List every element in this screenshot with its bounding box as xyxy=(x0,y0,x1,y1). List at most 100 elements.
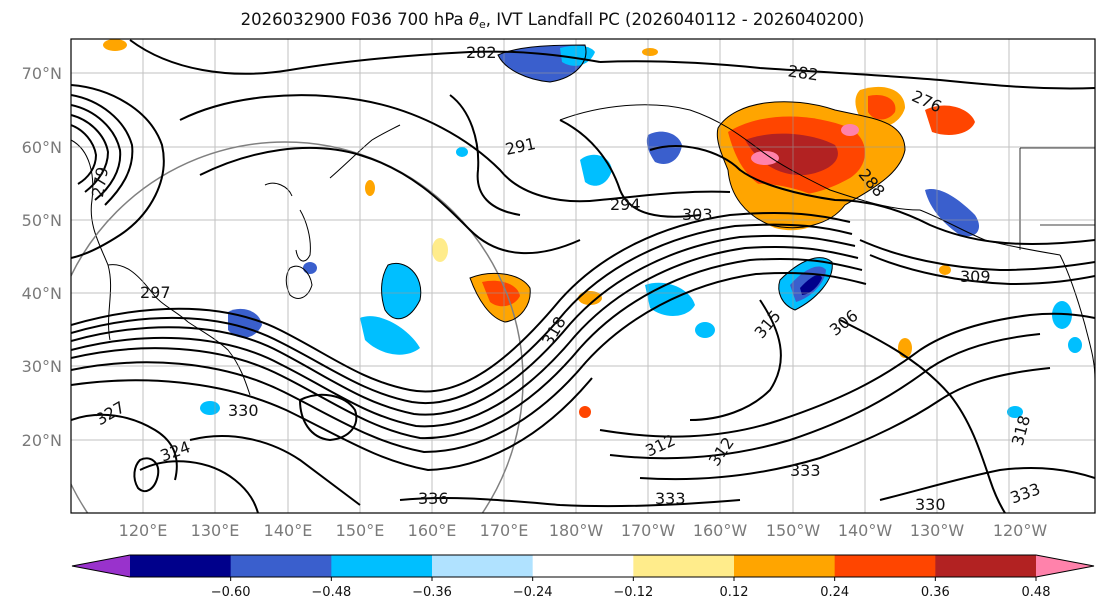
contour-line xyxy=(71,104,122,201)
positive-anomaly-region xyxy=(365,180,375,196)
colorbar-tick-label: −0.36 xyxy=(412,585,452,600)
negative-anomaly-region xyxy=(646,131,682,165)
lon-label: 160°E xyxy=(408,521,457,540)
contour-line xyxy=(71,94,134,206)
contour-line xyxy=(129,39,601,75)
contour-line xyxy=(839,319,1006,513)
negative-anomaly-region xyxy=(381,263,421,319)
positive-anomaly-region xyxy=(868,94,896,120)
contour-line xyxy=(399,496,741,508)
coastline-japan xyxy=(295,209,311,262)
coastline-alaska xyxy=(559,104,761,151)
contour-line xyxy=(71,245,859,428)
colorbar-segment xyxy=(532,555,634,577)
contour-line xyxy=(133,457,160,493)
contour-line xyxy=(71,271,867,454)
contour-line xyxy=(189,435,361,506)
colorbar-tick-label: 0.24 xyxy=(820,585,849,600)
contour-line xyxy=(71,84,165,259)
colorbar-segment xyxy=(230,555,332,577)
longitude-labels: 120°E 130°E 140°E 150°E 160°E 170°E 180°… xyxy=(119,521,1048,540)
positive-anomaly-region xyxy=(642,48,658,56)
theta-subscript: e xyxy=(479,18,486,31)
coastline-kamchatka xyxy=(329,124,401,179)
colorbar-segment xyxy=(432,555,534,577)
lon-label: 170°E xyxy=(480,521,529,540)
negative-anomaly-region xyxy=(303,262,317,274)
theta-symbol: θ xyxy=(468,10,479,29)
colorbar-segment xyxy=(834,555,936,577)
contour-label: 336 xyxy=(418,489,449,508)
political-border xyxy=(1019,147,1095,250)
contour-line xyxy=(71,377,593,472)
negative-anomaly-region xyxy=(1007,406,1023,418)
contour-line xyxy=(609,333,1041,460)
contour-line xyxy=(71,234,856,416)
colorbar-segment xyxy=(633,555,735,577)
lon-label: 120°E xyxy=(119,521,168,540)
lon-label: 140°W xyxy=(838,521,893,540)
contour-line xyxy=(298,393,358,442)
theta-e-contours xyxy=(71,39,1095,513)
contour-line xyxy=(179,94,731,203)
colorbar-segment xyxy=(331,555,433,577)
lon-label: 130°E xyxy=(191,521,240,540)
contour-line xyxy=(449,94,521,216)
colorbar-segment xyxy=(734,555,836,577)
contour-line xyxy=(879,467,1095,501)
contour-label: 303 xyxy=(682,205,713,224)
contour-line xyxy=(869,254,1095,286)
graticule xyxy=(71,39,1095,513)
lat-label: 40°N xyxy=(22,284,62,303)
contour-line xyxy=(71,413,178,481)
lat-label: 70°N xyxy=(22,64,62,83)
colorbar-tick-label: −0.24 xyxy=(513,585,553,600)
contour-line xyxy=(71,212,851,393)
lon-label: 140°E xyxy=(264,521,313,540)
contour-line xyxy=(599,312,1095,438)
contour-label-layer: 282 282 291 294 303 297 309 306 315 318 … xyxy=(88,43,1043,514)
colorbar-tick-label: 0.12 xyxy=(720,585,749,600)
coastline-asia xyxy=(107,264,189,323)
lon-label: 150°W xyxy=(766,521,821,540)
lon-label: 130°W xyxy=(910,521,965,540)
negative-anomaly-region xyxy=(456,147,468,157)
map-frame xyxy=(70,38,1096,514)
contour-line xyxy=(689,299,782,421)
contour-line xyxy=(639,367,1051,481)
lon-label: 150°E xyxy=(336,521,385,540)
lat-label: 60°N xyxy=(22,138,62,157)
colorbar-tick-label: −0.48 xyxy=(311,585,351,600)
lat-label: 30°N xyxy=(22,357,62,376)
contour-line xyxy=(199,146,581,255)
negative-anomaly-region xyxy=(580,154,612,186)
colorbar-segment xyxy=(935,555,1037,577)
lon-label: 180°W xyxy=(549,521,604,540)
map-area: 282 282 291 294 303 297 309 306 315 318 … xyxy=(71,39,1095,514)
contour-label: 330 xyxy=(915,495,946,514)
colorbar: −0.60 −0.48 −0.36 −0.24 −0.12 0.12 0.24 0.36 0.4… xyxy=(71,554,1095,600)
contour-line xyxy=(559,119,701,218)
positive-anomaly-region xyxy=(482,280,520,307)
contour-line xyxy=(71,257,863,440)
negative-anomaly-region xyxy=(200,401,220,415)
negative-anomaly-region xyxy=(360,316,420,355)
lat-label: 20°N xyxy=(22,431,62,450)
coastline-asia xyxy=(71,139,112,341)
contour-line xyxy=(71,114,110,193)
lon-label: 170°W xyxy=(621,521,676,540)
colorbar-outline xyxy=(71,554,1095,578)
lat-label: 50°N xyxy=(22,211,62,230)
positive-anomaly-region xyxy=(939,265,951,275)
contour-line xyxy=(649,145,1095,246)
coastline-alaska xyxy=(759,149,921,211)
colorbar-segment xyxy=(72,555,130,577)
contour-label: 309 xyxy=(960,267,991,286)
positive-anomaly-region xyxy=(432,238,448,262)
positive-anomaly-region xyxy=(103,39,127,51)
contour-line xyxy=(859,239,1095,272)
contour-label: 333 xyxy=(790,461,821,480)
contour-label: 294 xyxy=(610,195,641,214)
latitude-labels: 70°N 60°N 50°N 40°N 30°N 20°N xyxy=(22,64,62,450)
negative-anomaly-region xyxy=(1068,337,1082,353)
